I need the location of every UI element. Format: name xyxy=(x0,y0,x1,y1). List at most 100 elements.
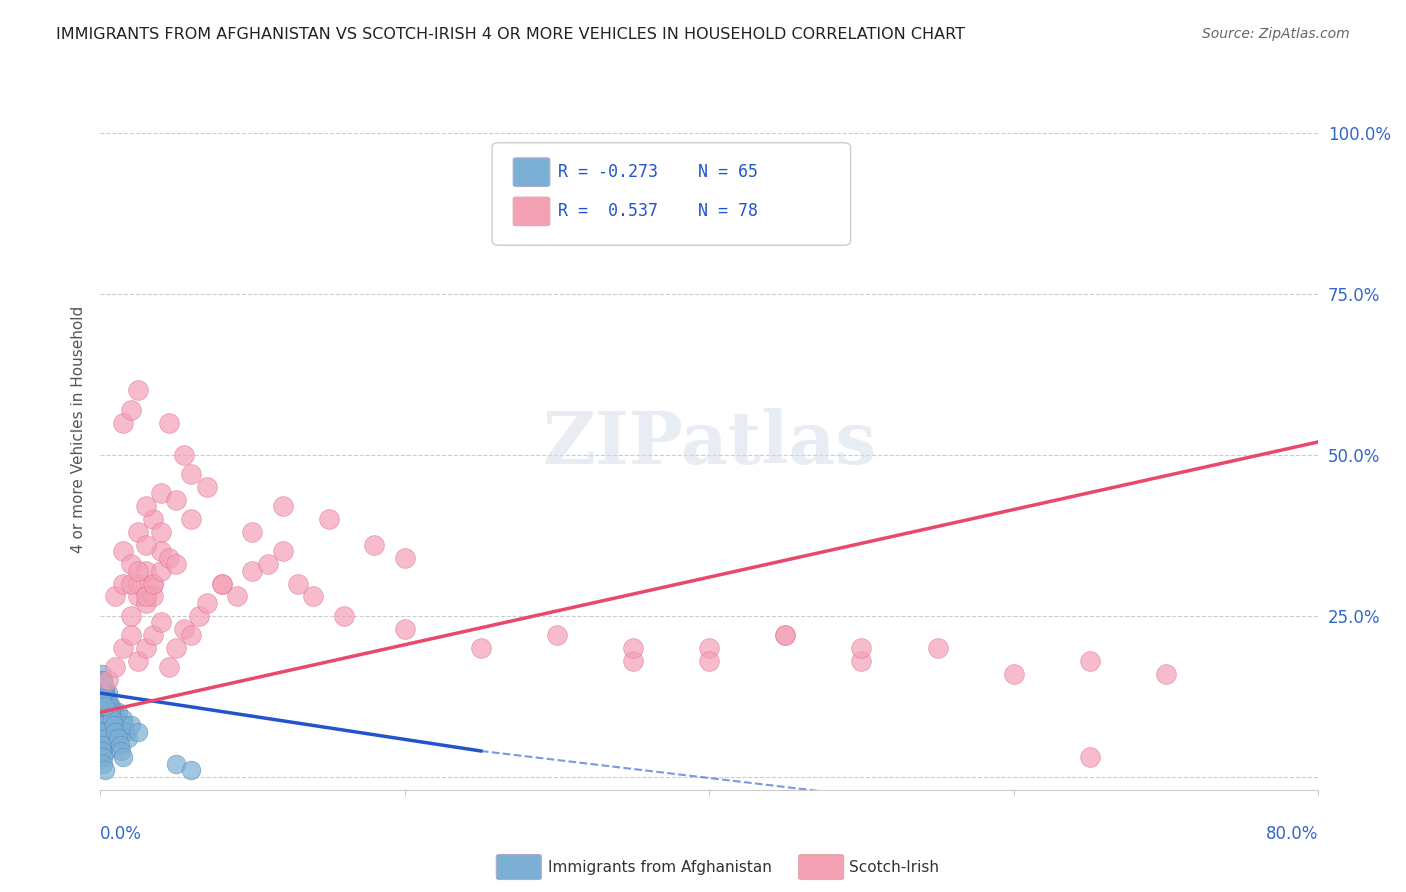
Point xyxy=(271,544,294,558)
Point xyxy=(697,640,720,655)
Point xyxy=(135,564,157,578)
Point xyxy=(142,590,165,604)
Point xyxy=(90,738,112,752)
Point xyxy=(108,738,131,752)
Point xyxy=(135,538,157,552)
Point xyxy=(142,628,165,642)
Point xyxy=(621,654,644,668)
Point xyxy=(93,686,115,700)
Point xyxy=(135,596,157,610)
Point xyxy=(93,731,115,745)
Point xyxy=(165,492,187,507)
Text: Immigrants from Afghanistan: Immigrants from Afghanistan xyxy=(548,860,772,874)
Point xyxy=(157,550,180,565)
Point xyxy=(100,718,122,732)
Point xyxy=(93,764,115,778)
Point xyxy=(110,724,132,739)
Point xyxy=(332,608,354,623)
Point xyxy=(242,564,264,578)
Text: IMMIGRANTS FROM AFGHANISTAN VS SCOTCH-IRISH 4 OR MORE VEHICLES IN HOUSEHOLD CORR: IMMIGRANTS FROM AFGHANISTAN VS SCOTCH-IR… xyxy=(56,27,966,42)
Point xyxy=(97,686,120,700)
Point xyxy=(90,680,112,694)
Point xyxy=(98,712,121,726)
Point xyxy=(90,666,112,681)
Point xyxy=(242,524,264,539)
Point xyxy=(120,576,142,591)
Point xyxy=(93,698,115,713)
Text: 80.0%: 80.0% xyxy=(1265,825,1319,843)
Point xyxy=(394,622,416,636)
Y-axis label: 4 or more Vehicles in Household: 4 or more Vehicles in Household xyxy=(72,305,86,553)
Point xyxy=(101,712,124,726)
Point xyxy=(111,750,134,764)
Point xyxy=(173,622,195,636)
Point xyxy=(470,640,492,655)
Point xyxy=(851,654,873,668)
Point xyxy=(98,706,121,720)
Point xyxy=(90,724,112,739)
Point xyxy=(775,628,797,642)
Point xyxy=(104,660,127,674)
Point xyxy=(226,590,249,604)
Point xyxy=(621,640,644,655)
Point xyxy=(91,750,114,764)
Point xyxy=(211,576,233,591)
Point xyxy=(100,706,122,720)
Point xyxy=(135,640,157,655)
Point xyxy=(165,640,187,655)
Point xyxy=(135,590,157,604)
Point xyxy=(91,686,114,700)
Point xyxy=(91,673,114,687)
Point xyxy=(90,718,112,732)
Point xyxy=(120,558,142,572)
Point xyxy=(108,718,131,732)
Point xyxy=(96,692,118,706)
Point xyxy=(90,692,112,706)
Point xyxy=(111,544,134,558)
Point xyxy=(287,576,309,591)
Point xyxy=(127,564,149,578)
Point xyxy=(120,608,142,623)
Point xyxy=(114,718,136,732)
Point xyxy=(96,698,118,713)
Point xyxy=(111,712,134,726)
Point xyxy=(150,524,173,539)
Point xyxy=(271,500,294,514)
Point xyxy=(180,628,202,642)
Point xyxy=(120,402,142,417)
Point xyxy=(96,712,118,726)
Point xyxy=(150,564,173,578)
Point xyxy=(150,486,173,500)
Text: Scotch-Irish: Scotch-Irish xyxy=(849,860,939,874)
Point xyxy=(135,500,157,514)
Point xyxy=(127,524,149,539)
Point xyxy=(91,731,114,745)
Point xyxy=(98,698,121,713)
Point xyxy=(97,673,120,687)
Point xyxy=(103,706,125,720)
Point xyxy=(1078,654,1101,668)
Point xyxy=(180,467,202,482)
Point xyxy=(211,576,233,591)
Point xyxy=(91,756,114,771)
Point xyxy=(93,692,115,706)
Point xyxy=(927,640,949,655)
Point xyxy=(157,416,180,430)
Point xyxy=(127,590,149,604)
Point xyxy=(93,680,115,694)
Point xyxy=(97,706,120,720)
Point xyxy=(142,512,165,526)
Text: ZIPatlas: ZIPatlas xyxy=(543,408,876,479)
Point xyxy=(91,673,114,687)
Point xyxy=(1154,666,1177,681)
Point xyxy=(180,512,202,526)
Point xyxy=(546,628,568,642)
Point xyxy=(120,718,142,732)
Point xyxy=(142,576,165,591)
Point xyxy=(1078,750,1101,764)
Point xyxy=(104,718,127,732)
Point xyxy=(111,576,134,591)
Point xyxy=(101,724,124,739)
Point xyxy=(394,550,416,565)
Point xyxy=(120,628,142,642)
